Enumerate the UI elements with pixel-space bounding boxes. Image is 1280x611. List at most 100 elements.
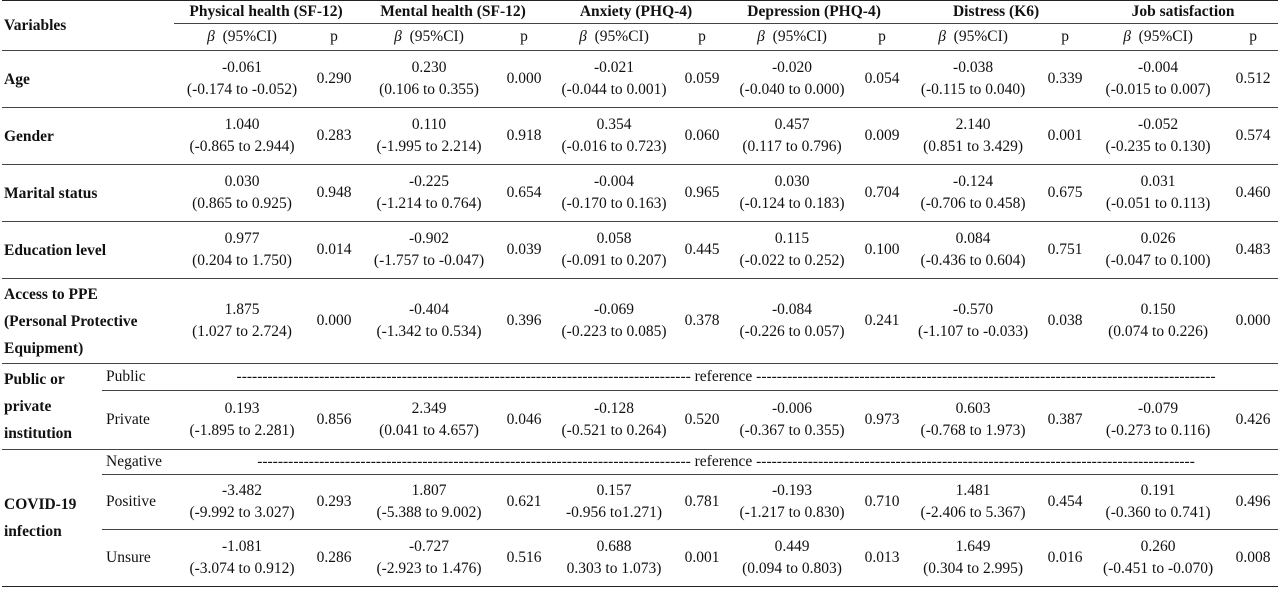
beta-cell: -0.902 (-1.757 to -0.047) [358,221,501,279]
beta-cell: 0.030 (-0.124 to 0.183) [724,164,861,222]
beta-cell: 0.230 (0.106 to 0.355) [358,51,500,108]
regression-table: Variables Physical health (SF-12) Mental h… [2,0,1279,587]
beta-cell: 0.193 (-1.895 to 2.281) [174,390,311,450]
beta-value: 1.040 [224,116,260,133]
ci-value: (-0.047 to 0.100) [1105,252,1211,269]
p-value: 0.856 [310,390,359,450]
beta-value: 2.349 [411,400,447,417]
beta-value: 0.058 [596,230,632,247]
beta-cell: -0.079 (-0.273 to 0.116) [1088,390,1229,450]
ci-label: (95%CI) [1138,28,1193,45]
beta-cell: -0.038 (-0.115 to 0.040) [904,51,1042,108]
ci-value: (-1.895 to 2.281) [189,422,295,439]
p-value: 0.059 [684,70,720,87]
ci-value: (0.074 to 0.226) [1108,323,1208,340]
ci-value: (-3.074 to 0.912) [189,560,295,577]
variables-header: Variables [2,0,175,51]
ci-value: (-0.273 to 0.116) [1105,422,1211,439]
p-value: 0.000 [506,70,542,87]
beta-symbol: β [579,28,587,45]
p-value: 0.781 [680,474,725,530]
ci-value: (-0.706 to 0.458) [920,195,1026,212]
beta-cell: 0.688 0.303 to 1.073) [548,529,681,587]
table-row: Positive -3.482 (-9.992 to 3.027) 0.293 1.80… [2,474,1279,530]
beta-cell: 0.157 -0.956 to1.271) [548,474,681,530]
p-value: 0.001 [680,529,725,587]
ci-value: (-1.995 to 2.214) [376,138,482,155]
p-value: 0.483 [1228,221,1279,279]
p-header: p [680,23,725,51]
ci-value: (-0.170 to 0.163) [561,195,667,212]
p-value: 0.286 [310,529,359,587]
beta-cell: 1.875 (1.027 to 2.724) [174,278,311,364]
p-value: 0.339 [1047,70,1083,87]
p-value: 0.038 [1042,278,1089,364]
table-row: Access to PPE (Personal Protective Equipme… [2,278,1279,364]
beta-value: 0.026 [1140,230,1176,247]
ci-value: (0.204 to 1.750) [192,252,292,269]
ci-value: (-9.992 to 3.027) [189,504,295,521]
ci-value: (-0.226 to 0.057) [739,323,845,340]
p-value: 0.496 [1228,474,1279,530]
beta-cell: -0.727 (-2.923 to 1.476) [358,529,501,587]
ci-value: (-0.051 to 0.113) [1105,195,1211,212]
beta-value: -0.021 [594,59,635,76]
beta-cell: -0.020 (-0.040 to 0.000) [724,51,860,108]
level-label: Unsure [102,529,175,587]
ci-value: -0.956 to1.271) [566,504,663,521]
ci-value: (-0.040 to 0.000) [739,81,845,98]
beta-cell: -0.570 (-1.107 to -0.033) [904,278,1043,364]
beta-value: 0.688 [596,538,632,555]
beta-cell: 0.115 (-0.022 to 0.252) [724,221,861,279]
beta-cell: 0.058 (-0.091 to 0.207) [548,221,681,279]
p-value: 0.001 [1042,107,1089,165]
p-header: p [500,23,549,51]
beta-value: 1.649 [955,538,991,555]
reference-level-label: Public [102,363,175,391]
beta-value: -0.020 [772,59,813,76]
beta-value: 2.140 [955,116,991,133]
p-value: 0.060 [680,107,725,165]
p-value: 0.445 [680,221,725,279]
ci-label: (95%CI) [409,28,464,45]
ci-value: (1.027 to 2.724) [192,323,292,340]
table-row: Private 0.193 (-1.895 to 2.281) 0.856 2.349 (… [2,390,1279,450]
p-header: p [1228,23,1279,51]
ci-value: (-1.214 to 0.764) [376,195,482,212]
ci-value: (0.304 to 2.995) [923,560,1023,577]
beta-ci-header: β (95%CI) [1088,23,1229,51]
group-label-line: institution [4,425,73,442]
ci-label: (95%CI) [772,28,827,45]
beta-value: 0.031 [1140,173,1176,190]
ci-value: (-0.768 to 1.973) [920,422,1026,439]
beta-value: -0.004 [594,173,635,190]
variable-label-line: Access to PPE [4,285,98,303]
ci-value: (-2.923 to 1.476) [376,560,482,577]
beta-value: -0.727 [408,538,450,555]
beta-value: -0.124 [953,173,994,190]
p-value: 0.704 [860,164,905,222]
p-value: 0.054 [864,70,900,87]
beta-value: -0.570 [953,301,994,318]
ci-value: (0.094 to 0.803) [742,560,842,577]
variable-label: Access to PPE (Personal Protective Equipme… [2,278,175,364]
p-value: 0.039 [500,221,549,279]
beta-value: -0.084 [772,301,813,318]
variable-label: Gender [2,107,175,165]
p-value: 0.948 [310,164,359,222]
variable-label-line: (Personal Protective [4,312,138,330]
ci-value: (-0.223 to 0.085) [561,323,667,340]
variable-label: Age [4,70,30,88]
beta-value: -0.193 [772,482,813,499]
beta-value: 0.354 [596,116,632,133]
p-value: 0.675 [1042,164,1089,222]
p-value: 0.014 [310,221,359,279]
beta-cell: -0.021 (-0.044 to 0.001) [548,51,680,108]
table-row: Unsure -1.081 (-3.074 to 0.912) 0.286 -0.727… [2,529,1279,587]
beta-value: 0.030 [224,173,260,190]
reference-row: COVID-19 infection Negative ---------------… [2,449,1279,587]
p-value: 0.387 [1042,390,1089,450]
beta-ci-header: β (95%CI) [724,23,861,51]
reference-text: ----------------------------------------… [174,449,1279,475]
beta-cell: -0.193 (-1.217 to 0.830) [724,474,861,530]
